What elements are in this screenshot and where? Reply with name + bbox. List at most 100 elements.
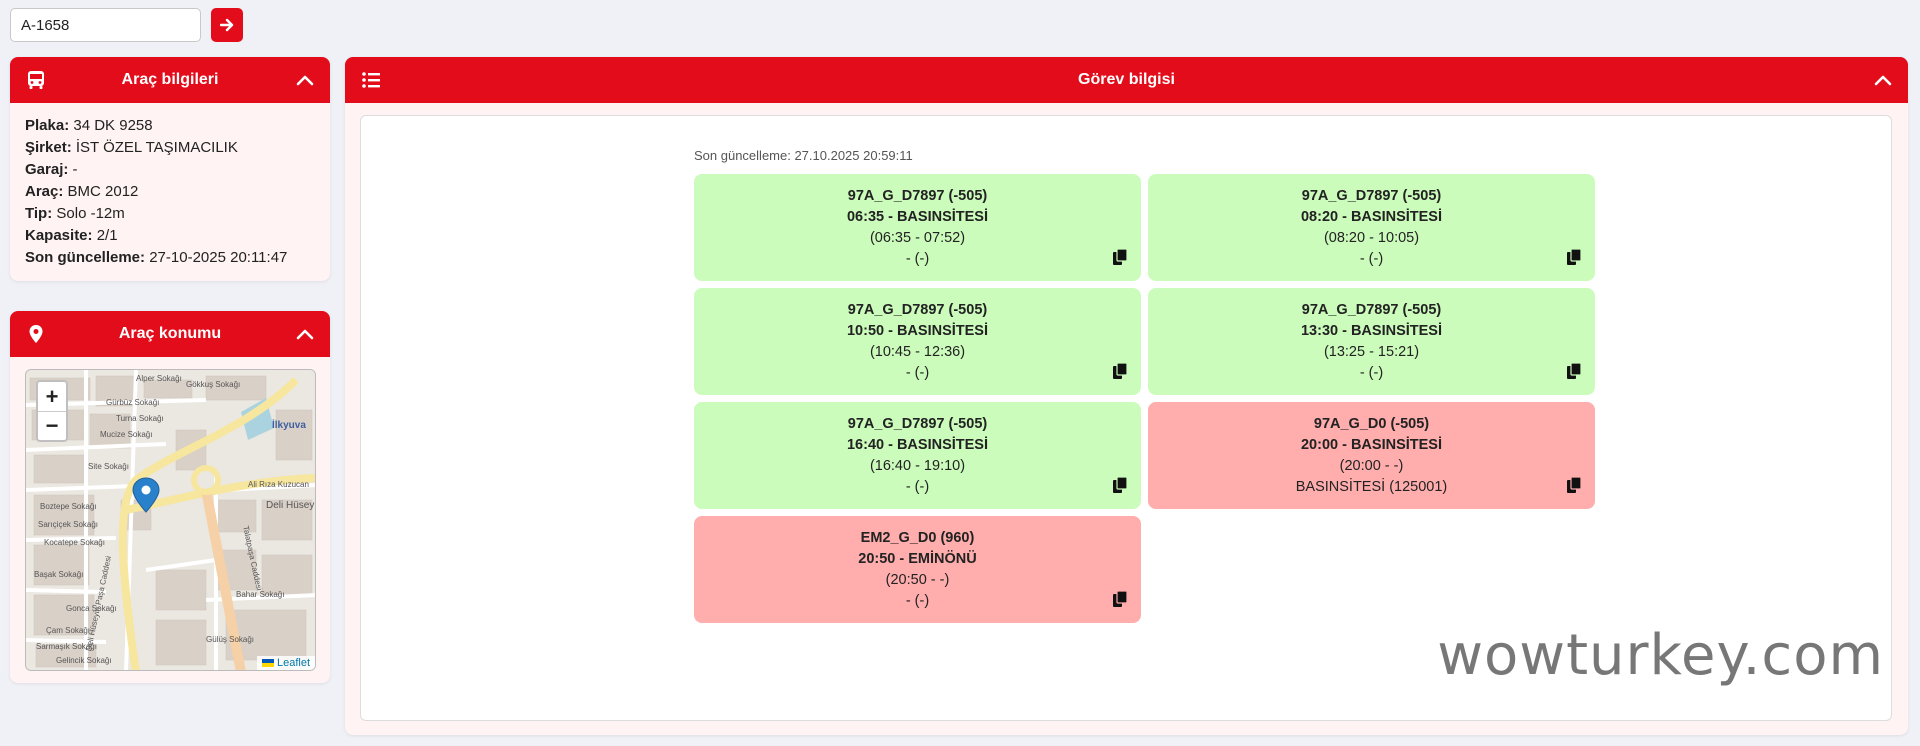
street-label: Gökkuş Sokağı [186, 380, 241, 389]
task-extra: - (-) [1359, 365, 1384, 381]
task-window: (16:40 - 19:10) [869, 458, 966, 474]
map-attribution: Leaflet [256, 656, 315, 670]
zoom-out-button[interactable]: − [38, 411, 66, 440]
street-label: Deli Hüsey [266, 500, 315, 511]
watermark: wowturkey.com [1431, 623, 1890, 688]
info-row-vehicle: Araç: BMC 2012 [25, 183, 139, 200]
task-window: (20:50 - -) [885, 572, 950, 588]
street-label: Çam Sokağı [46, 626, 91, 635]
task-info-header[interactable]: Görev bilgisi [345, 57, 1908, 103]
map-tiles[interactable] [26, 370, 316, 671]
task-trip: 13:30 - BASINSİTESİ [1300, 323, 1442, 339]
info-row-garage: Garaj: - [25, 161, 78, 178]
info-row-last-update: Son güncelleme: 27-10-2025 20:11:47 [25, 249, 288, 266]
ukraine-flag-icon [261, 659, 274, 667]
task-card[interactable]: 97A_G_D7897 (-505) 06:35 - BASINSİTESİ (… [694, 174, 1141, 281]
vehicle-location-header[interactable]: Araç konumu [10, 311, 330, 357]
street-label: Başak Sokağı [34, 570, 84, 579]
task-line: 97A_G_D7897 (-505) [1301, 302, 1442, 318]
copy-icon[interactable] [1567, 363, 1581, 379]
task-window: (08:20 - 10:05) [1323, 230, 1420, 246]
street-label: Sarmaşık Sokağı [36, 642, 97, 651]
task-line: 97A_G_D7897 (-505) [847, 188, 988, 204]
task-card[interactable]: EM2_G_D0 (960) 20:50 - EMİNÖNÜ (20:50 - … [694, 516, 1141, 623]
street-label: Mucize Sokağı [100, 430, 153, 439]
arrow-right-icon [220, 18, 234, 32]
task-trip: 20:00 - BASINSİTESİ [1300, 437, 1442, 453]
task-window: (13:25 - 15:21) [1323, 344, 1420, 360]
street-label: Gürbüz Sokağı [106, 398, 160, 407]
vehicle-location-panel: Araç konumu [10, 311, 330, 683]
task-window: (20:00 - -) [1339, 458, 1404, 474]
map-zoom-control: + − [36, 380, 68, 442]
street-label: Ali Rıza Kuzucan [248, 480, 309, 489]
task-trip: 20:50 - EMİNÖNÜ [858, 551, 977, 567]
task-content: Son güncelleme: 27.10.2025 20:59:11 97A_… [360, 115, 1892, 721]
list-icon [362, 72, 380, 88]
task-card[interactable]: 97A_G_D7897 (-505) 16:40 - BASINSİTESİ (… [694, 402, 1141, 509]
task-line: EM2_G_D0 (960) [860, 530, 975, 546]
info-row-capacity: Kapasite: 2/1 [25, 227, 118, 244]
copy-icon[interactable] [1113, 591, 1127, 607]
vehicle-search-input[interactable] [10, 8, 201, 42]
copy-icon[interactable] [1567, 477, 1581, 493]
copy-icon[interactable] [1113, 363, 1127, 379]
task-card[interactable]: 97A_G_D7897 (-505) 08:20 - BASINSİTESİ (… [1148, 174, 1595, 281]
street-label: Kocatepe Sokağı [44, 538, 105, 547]
task-line: 97A_G_D7897 (-505) [1301, 188, 1442, 204]
copy-icon[interactable] [1567, 249, 1581, 265]
vehicle-info-header[interactable]: Araç bilgileri [10, 57, 330, 103]
info-row-type: Tip: Solo -12m [25, 205, 125, 222]
chevron-up-icon[interactable] [1872, 69, 1894, 91]
vehicle-location-title: Araç konumu [118, 325, 222, 342]
vehicle-info-body: Plaka: 34 DK 9258 Şirket: İST ÖZEL TAŞIM… [10, 103, 330, 281]
task-info-panel: Görev bilgisi Son güncelleme: 27.10.2025… [345, 57, 1908, 735]
vehicle-info-title: Araç bilgileri [121, 71, 219, 88]
street-label: Gelincik Sokağı [56, 656, 112, 665]
copy-icon[interactable] [1113, 249, 1127, 265]
task-info-title: Görev bilgisi [1078, 71, 1175, 88]
task-trip: 10:50 - BASINSİTESİ [846, 323, 988, 339]
task-extra: - (-) [905, 365, 930, 381]
task-line: 97A_G_D0 (-505) [1313, 416, 1430, 432]
task-extra: - (-) [1359, 251, 1384, 267]
task-extra: BASINSİTESİ (125001) [1295, 479, 1448, 495]
search-row [10, 8, 243, 42]
map-marker[interactable] [132, 477, 160, 513]
map-pin-icon [29, 325, 43, 343]
info-row-plate: Plaka: 34 DK 9258 [25, 117, 153, 134]
task-card[interactable]: 97A_G_D0 (-505) 20:00 - BASINSİTESİ (20:… [1148, 402, 1595, 509]
street-label: Alper Sokağı [136, 374, 182, 383]
task-window: (06:35 - 07:52) [869, 230, 966, 246]
task-window: (10:45 - 12:36) [869, 344, 966, 360]
task-extra: - (-) [905, 251, 930, 267]
task-line: 97A_G_D7897 (-505) [847, 416, 988, 432]
task-extra: - (-) [905, 479, 930, 495]
task-last-update: Son güncelleme: 27.10.2025 20:59:11 [694, 148, 913, 163]
task-trip: 08:20 - BASINSİTESİ [1300, 209, 1442, 225]
street-label: Turna Sokağı [116, 414, 164, 423]
leaflet-link[interactable]: Leaflet [276, 657, 310, 669]
task-card[interactable]: 97A_G_D7897 (-505) 13:30 - BASINSİTESİ (… [1148, 288, 1595, 395]
task-card[interactable]: 97A_G_D7897 (-505) 10:50 - BASINSİTESİ (… [694, 288, 1141, 395]
search-go-button[interactable] [211, 8, 243, 42]
chevron-up-icon[interactable] [294, 323, 316, 345]
street-label: Bahar Sokağı [236, 590, 285, 599]
task-cards: 97A_G_D7897 (-505) 06:35 - BASINSİTESİ (… [694, 174, 1595, 623]
street-label: Sarıçiçek Sokağı [38, 520, 99, 529]
map-view[interactable]: Alper Sokağı Gökkuş Sokağı Gürbüz Sokağı… [25, 369, 316, 671]
task-line: 97A_G_D7897 (-505) [847, 302, 988, 318]
task-extra: - (-) [905, 593, 930, 609]
place-label: İlkyuva [272, 420, 306, 431]
street-label: Site Sokağı [88, 462, 129, 471]
street-label: Gonca Sokağı [66, 604, 117, 613]
bus-icon [28, 71, 44, 89]
street-label: Gülüş Sokağı [206, 635, 255, 644]
zoom-in-button[interactable]: + [45, 383, 59, 409]
chevron-up-icon[interactable] [294, 69, 316, 91]
task-trip: 06:35 - BASINSİTESİ [846, 209, 988, 225]
vehicle-info-panel: Araç bilgileri Plaka: 34 DK 9258 Şirket:… [10, 57, 330, 281]
copy-icon[interactable] [1113, 477, 1127, 493]
street-label: Boztepe Sokağı [40, 502, 97, 511]
info-row-company: Şirket: İST ÖZEL TAŞIMACILIK [25, 139, 238, 156]
